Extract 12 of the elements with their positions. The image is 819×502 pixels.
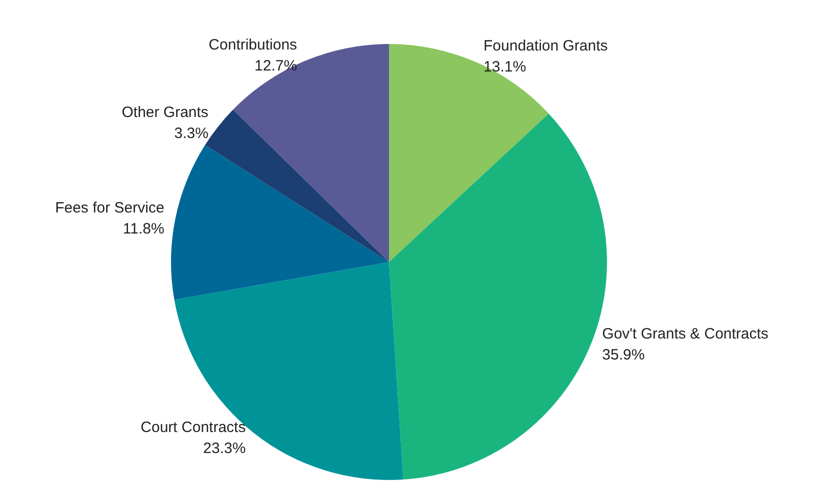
slice-label: Fees for Service bbox=[55, 199, 164, 216]
slice-label: Contributions bbox=[208, 36, 298, 54]
slice-label: Other Grants bbox=[122, 104, 208, 121]
slice-label: Foundation Grants bbox=[484, 38, 608, 55]
data-label: 23.3% bbox=[203, 440, 246, 458]
slice-label: Court Contracts bbox=[140, 419, 246, 436]
data-label: 3.3% bbox=[174, 124, 208, 142]
data-label: 11.8% bbox=[122, 220, 164, 238]
data-label: 13.1% bbox=[484, 58, 526, 76]
data-label: 35.9% bbox=[602, 346, 645, 364]
slice-label: Gov't Grants & Contracts bbox=[602, 326, 768, 343]
data-label: 12.7% bbox=[254, 58, 298, 75]
